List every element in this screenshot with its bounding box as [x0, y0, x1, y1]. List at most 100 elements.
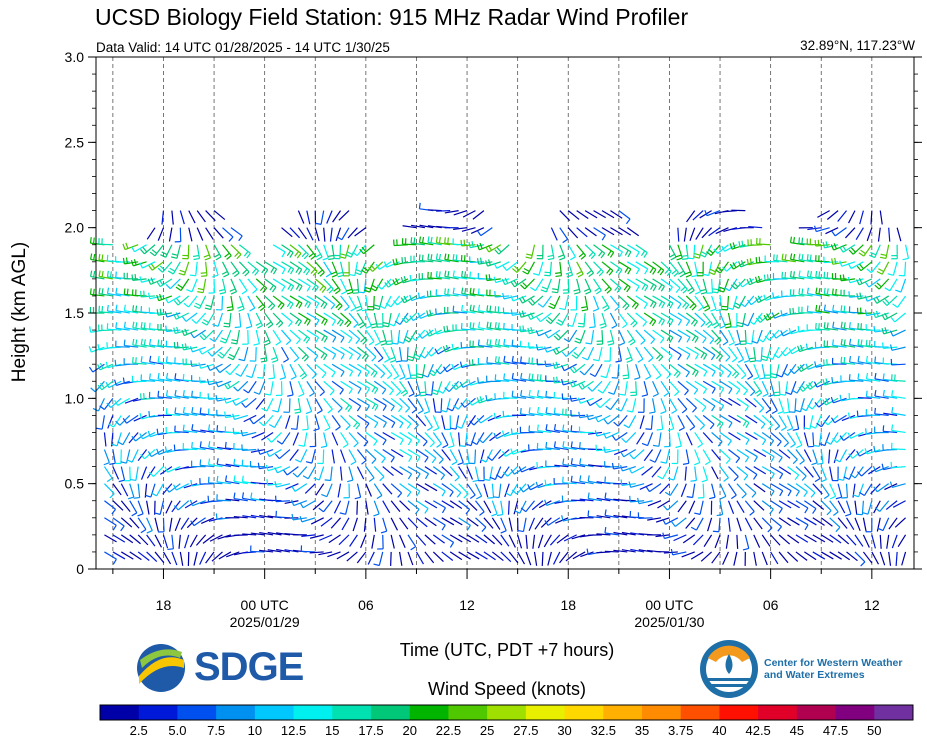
- wind-barb-shaft: [545, 447, 560, 451]
- wind-barb-shaft: [141, 278, 156, 283]
- colorbar-swatch-16: [719, 705, 759, 720]
- wind-barb-shaft: [272, 364, 276, 379]
- wind-barb-flag: [575, 337, 582, 341]
- wind-barb-flag: [204, 307, 211, 311]
- wind-barb-shaft: [719, 414, 733, 424]
- wind-barb-shaft: [576, 210, 589, 219]
- wind-barb-shaft: [694, 261, 699, 276]
- wind-barb-shaft: [462, 380, 476, 388]
- wind-barb-shaft: [390, 449, 404, 458]
- wind-barb-shaft: [604, 532, 619, 536]
- wind-barb-shaft: [141, 295, 156, 298]
- wind-barb-shaft: [542, 295, 552, 308]
- wind-barb-shaft: [684, 466, 687, 481]
- wind-barb-flag: [471, 440, 478, 446]
- wind-barb-shaft: [188, 227, 193, 242]
- wind-barb-flag: [345, 254, 352, 258]
- wind-barb-flag: [418, 202, 421, 209]
- wind-barb-flag: [283, 358, 289, 363]
- wind-barb-shaft: [660, 398, 667, 412]
- wind-barb-shaft: [491, 500, 498, 515]
- wind-barb-flag: [703, 354, 708, 360]
- wind-barb-shaft: [259, 466, 274, 470]
- wind-barb-flag: [323, 336, 328, 343]
- wind-barb-shaft: [610, 278, 622, 289]
- wind-barb-flag: [342, 443, 349, 448]
- wind-barb-flag: [97, 384, 103, 391]
- wind-barb-flag: [709, 338, 715, 345]
- wind-barb-flag: [544, 360, 547, 367]
- wind-barb-flag: [270, 305, 276, 311]
- wind-barb-shaft: [630, 548, 645, 553]
- wind-barb-flag: [721, 245, 726, 252]
- wind-barb-shaft: [281, 244, 294, 253]
- wind-barb-flag: [545, 390, 548, 397]
- wind-barb-shaft: [744, 363, 754, 377]
- wind-barb-flag: [379, 339, 386, 343]
- wind-barb-shaft: [365, 466, 375, 479]
- wind-barb-flag: [335, 426, 341, 431]
- wind-barb-shaft: [175, 312, 190, 320]
- wind-barb-flag: [403, 315, 410, 321]
- wind-barb-flag: [111, 508, 117, 515]
- wind-barb-flag: [615, 408, 622, 412]
- wind-barb-shaft: [498, 244, 510, 255]
- wind-barb-flag: [604, 509, 607, 516]
- colorbar-tick-label-17: 45: [790, 723, 804, 738]
- wind-barb-flag: [356, 405, 362, 412]
- wind-barb-shaft: [528, 430, 543, 434]
- wind-barb-flag: [331, 274, 338, 278]
- wind-barb-flag: [200, 275, 208, 277]
- wind-barb-shaft: [567, 261, 574, 276]
- wind-barb-flag: [655, 374, 662, 380]
- wind-barb-shaft: [104, 534, 117, 543]
- wind-barb-shaft: [668, 380, 680, 393]
- wind-barb-shaft: [323, 380, 335, 392]
- wind-barb-flag: [477, 304, 481, 311]
- wind-barb-flag: [709, 496, 716, 500]
- wind-barb-shaft: [274, 415, 283, 428]
- wind-barb-flag: [151, 492, 157, 497]
- wind-barb-shaft: [213, 210, 226, 220]
- wind-barb-flag: [477, 339, 480, 346]
- wind-barb-shaft: [441, 500, 455, 509]
- wind-barb-shaft: [449, 534, 463, 543]
- wind-barb-flag: [388, 323, 395, 327]
- wind-barb-flag: [306, 285, 311, 292]
- wind-barb-shaft: [348, 414, 361, 425]
- wind-barb-shaft: [382, 466, 394, 476]
- wind-barb-flag: [732, 242, 736, 249]
- wind-barb-shaft: [596, 551, 611, 554]
- wind-barb-shaft: [200, 429, 215, 434]
- wind-barb-shaft: [390, 330, 393, 345]
- wind-barb-shaft: [635, 295, 648, 305]
- wind-barb-flag: [603, 432, 607, 439]
- wind-barb-flag: [741, 493, 747, 499]
- wind-barb-shaft: [506, 261, 519, 271]
- wind-barb-shaft: [382, 517, 388, 532]
- wind-barb-shaft: [579, 329, 586, 344]
- wind-barb-shaft: [554, 429, 569, 434]
- wind-barb-flag: [219, 351, 225, 357]
- colorbar-tick-label-8: 22.5: [436, 723, 461, 738]
- wind-barb-shaft: [348, 380, 362, 389]
- wind-barb-flag: [521, 296, 526, 302]
- wind-barb-flag: [476, 258, 480, 265]
- wind-barb-flag: [341, 290, 348, 295]
- wind-barb-shaft: [297, 244, 309, 255]
- wind-barb-shaft: [390, 517, 399, 531]
- wind-barb-shaft: [348, 312, 359, 324]
- wind-barb-shaft: [652, 312, 665, 321]
- wind-barb-flag: [340, 371, 345, 377]
- wind-barb-flag: [626, 359, 633, 363]
- wind-barb-flag: [586, 270, 593, 275]
- wind-barb-shaft: [140, 466, 148, 480]
- wind-barb-flag: [106, 270, 109, 277]
- wind-barb-shaft: [165, 500, 173, 514]
- wind-barb-flag: [304, 301, 309, 307]
- wind-barb-flag: [329, 390, 335, 396]
- wind-barb-shaft: [519, 500, 527, 514]
- wind-barb-flag: [666, 301, 671, 308]
- wind-barb-flag: [173, 313, 177, 320]
- wind-barb-flag: [427, 426, 433, 431]
